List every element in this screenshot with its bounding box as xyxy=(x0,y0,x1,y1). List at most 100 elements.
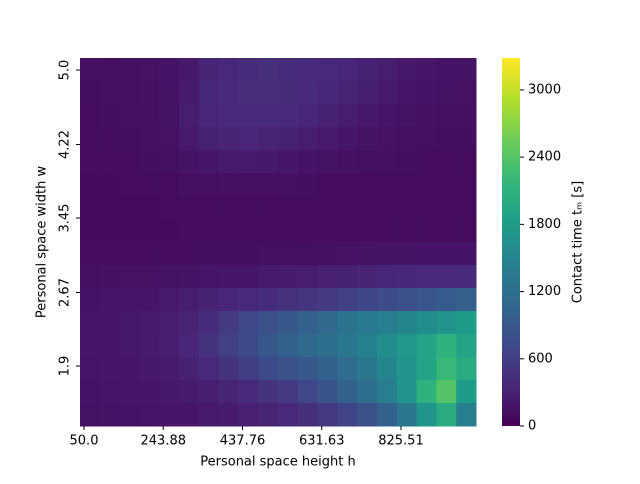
heatmap-cell xyxy=(139,311,160,335)
heatmap-cell xyxy=(179,219,200,243)
heatmap-cell xyxy=(119,357,140,381)
heatmap-cell xyxy=(396,334,418,358)
heatmap-cell xyxy=(436,288,457,312)
heatmap-cell xyxy=(436,150,457,174)
heatmap-cell xyxy=(80,173,101,197)
heatmap-cell xyxy=(139,127,160,151)
heatmap-cell xyxy=(337,311,358,335)
heatmap-cell xyxy=(297,81,319,105)
heatmap-cell xyxy=(198,173,220,197)
heatmap-cell xyxy=(278,311,299,335)
heatmap-cell xyxy=(416,403,437,427)
heatmap-cell xyxy=(99,127,121,151)
heatmap-cell xyxy=(317,104,338,128)
heatmap-cell xyxy=(456,196,477,220)
heatmap-cell xyxy=(337,219,358,243)
heatmap-cell xyxy=(258,403,279,427)
heatmap-cell xyxy=(357,150,378,174)
heatmap-cell xyxy=(218,219,239,243)
heatmap-cell xyxy=(80,150,101,174)
heatmap-cell xyxy=(337,127,358,151)
heatmap-cell xyxy=(337,58,358,82)
heatmap-cell xyxy=(139,357,160,381)
heatmap-cell xyxy=(377,380,398,404)
heatmap-cell xyxy=(80,127,101,151)
heatmap-cell xyxy=(159,242,180,266)
heatmap-cell xyxy=(396,265,418,289)
heatmap-cell xyxy=(416,150,437,174)
heatmap-cell xyxy=(377,173,398,197)
heatmap-cell xyxy=(80,380,101,404)
heatmap-cell xyxy=(357,58,378,82)
heatmap-cell xyxy=(278,334,299,358)
heatmap-cell xyxy=(278,403,299,427)
heatmap-cell xyxy=(179,403,200,427)
colorbar-tick-label: 0 xyxy=(528,419,536,434)
heatmap-cell xyxy=(119,104,140,128)
heatmap-cell xyxy=(139,242,160,266)
heatmap-cell xyxy=(436,403,457,427)
heatmap-cell xyxy=(119,334,140,358)
heatmap-cell xyxy=(416,196,437,220)
heatmap-cell xyxy=(198,403,220,427)
heatmap-cell xyxy=(396,219,418,243)
heatmap-cell xyxy=(436,380,457,404)
heatmap-cell xyxy=(337,380,358,404)
heatmap-cell xyxy=(297,58,319,82)
heatmap-cell xyxy=(159,219,180,243)
heatmap-cell xyxy=(179,58,200,82)
heatmap-cell xyxy=(416,334,437,358)
heatmap-cell xyxy=(258,173,279,197)
heatmap-cell xyxy=(80,334,101,358)
heatmap-cell xyxy=(119,219,140,243)
heatmap-cell xyxy=(139,219,160,243)
colorbar-tick-label: 3000 xyxy=(528,82,561,97)
heatmap-cell xyxy=(238,219,259,243)
heatmap-cell xyxy=(436,81,457,105)
heatmap-cell xyxy=(416,219,437,243)
heatmap-cell xyxy=(396,58,418,82)
heatmap-cell xyxy=(377,104,398,128)
heatmap-cell xyxy=(337,196,358,220)
heatmap-cell xyxy=(139,150,160,174)
heatmap-cell xyxy=(436,334,457,358)
heatmap-cell xyxy=(337,81,358,105)
heatmap-cell xyxy=(357,403,378,427)
heatmap-cell xyxy=(159,403,180,427)
heatmap-cell xyxy=(238,311,259,335)
heatmap-cell xyxy=(377,242,398,266)
y-tick-label: 5.0 xyxy=(58,60,73,81)
heatmap-cell xyxy=(119,311,140,335)
heatmap-cell xyxy=(198,357,220,381)
heatmap-cell xyxy=(436,357,457,381)
heatmap-cell xyxy=(456,81,477,105)
heatmap-cell xyxy=(258,104,279,128)
heatmap-cell xyxy=(218,380,239,404)
heatmap-cell xyxy=(179,357,200,381)
heatmap-cell xyxy=(198,265,220,289)
heatmap-cell xyxy=(317,81,338,105)
heatmap-cell xyxy=(278,219,299,243)
heatmap-cell xyxy=(99,265,121,289)
heatmap xyxy=(80,58,477,427)
heatmap-cell xyxy=(139,334,160,358)
heatmap-cell xyxy=(179,265,200,289)
heatmap-cell xyxy=(258,334,279,358)
heatmap-cell xyxy=(179,127,200,151)
heatmap-cell xyxy=(377,196,398,220)
heatmap-cell xyxy=(238,265,259,289)
heatmap-cell xyxy=(179,311,200,335)
heatmap-cell xyxy=(436,127,457,151)
heatmap-cell xyxy=(218,403,239,427)
heatmap-cell xyxy=(139,196,160,220)
heatmap-cell xyxy=(80,403,101,427)
heatmap-cell xyxy=(119,196,140,220)
heatmap-cell xyxy=(258,127,279,151)
heatmap-cell xyxy=(99,58,121,82)
heatmap-cell xyxy=(278,150,299,174)
y-tick-label: 2.67 xyxy=(58,278,73,307)
heatmap-cell xyxy=(99,104,121,128)
heatmap-cell xyxy=(99,196,121,220)
heatmap-cell xyxy=(436,173,457,197)
heatmap-cell xyxy=(99,219,121,243)
